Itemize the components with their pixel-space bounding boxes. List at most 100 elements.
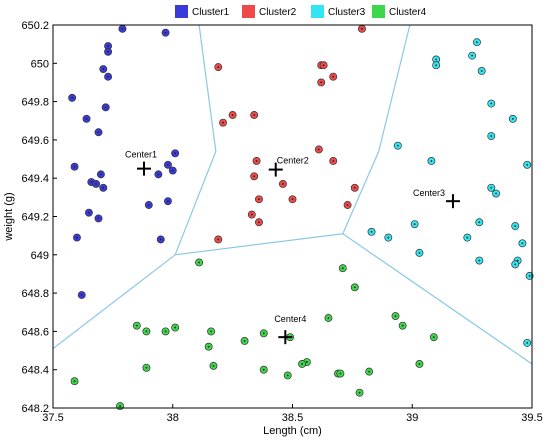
cluster2-point-dot-3 bbox=[322, 64, 325, 67]
cluster3-point-dot-13 bbox=[495, 192, 497, 195]
cluster2-point-dot-13 bbox=[253, 175, 256, 178]
legend-swatch-3 bbox=[311, 5, 324, 18]
y-tick-label-2: 648.4 bbox=[21, 365, 49, 377]
cluster2-point-dot-21 bbox=[217, 238, 220, 241]
cluster1-point-dot-2 bbox=[107, 45, 109, 47]
cluster4-point-dot-1 bbox=[198, 261, 200, 264]
x-tick-label-5: 39.5 bbox=[521, 412, 542, 424]
cluster1-point-dot-22 bbox=[157, 173, 160, 176]
boundary-line-1 bbox=[198, 24, 217, 152]
cluster1-point-dot-20 bbox=[174, 152, 177, 155]
cluster2-point-dot-11 bbox=[255, 160, 258, 162]
cluster1-point-dot-19 bbox=[164, 31, 167, 34]
cluster1-point-dot-8 bbox=[85, 117, 88, 120]
legend-swatch-4 bbox=[372, 5, 385, 18]
cluster1-point-dot-23 bbox=[171, 169, 174, 172]
cluster3-point-dot-11 bbox=[526, 163, 529, 166]
center1-label: Center1 bbox=[125, 150, 157, 160]
cluster4-point-dot-5 bbox=[327, 317, 330, 319]
cluster4-point-dot-22 bbox=[339, 372, 342, 375]
cluster1-point-dot-3 bbox=[107, 50, 109, 53]
center3-label: Center3 bbox=[413, 188, 445, 198]
cluster2-point-dot-15 bbox=[353, 186, 356, 189]
cluster3-point-dot-4 bbox=[471, 54, 474, 57]
cluster3-point-dot-6 bbox=[490, 102, 493, 105]
cluster2-point-dot-1 bbox=[361, 27, 363, 30]
cluster3-point-dot-12 bbox=[490, 186, 493, 189]
cluster3-point-dot-26 bbox=[526, 341, 529, 344]
cluster2-point-dot-5 bbox=[320, 81, 323, 84]
cluster2-point-dot-6 bbox=[217, 66, 220, 69]
legend-label-2: Cluster2 bbox=[259, 7, 297, 18]
cluster2-point-dot-7 bbox=[231, 114, 234, 116]
y-tick-label-11: 650.2 bbox=[21, 20, 49, 32]
cluster1-point-dot-5 bbox=[107, 75, 109, 78]
cluster2-point-dot-17 bbox=[291, 198, 294, 201]
y-axis-title: weight (g) bbox=[3, 192, 15, 241]
cluster2-point-dot-18 bbox=[346, 204, 349, 206]
center2-label: Center2 bbox=[277, 156, 309, 166]
center4-label: Center4 bbox=[274, 314, 306, 324]
cluster4-point-dot-12 bbox=[401, 324, 404, 327]
cluster4-point-dot-11 bbox=[262, 332, 265, 335]
cluster2-point-dot-20 bbox=[258, 221, 260, 224]
y-tick-label-1: 648.2 bbox=[21, 403, 49, 415]
cluster4-point-dot-14 bbox=[432, 336, 435, 339]
cluster3-point-dot-8 bbox=[490, 135, 493, 137]
cluster1-point-dot-17 bbox=[76, 236, 78, 239]
cluster4-point-dot-15 bbox=[243, 340, 246, 342]
x-axis-title: Length (cm) bbox=[263, 425, 322, 437]
cluster2-point-dot-19 bbox=[250, 213, 253, 216]
y-tick-label-7: 649.4 bbox=[21, 173, 49, 185]
cluster1-point-dot-7 bbox=[104, 106, 107, 109]
y-tick-label-8: 649.6 bbox=[21, 135, 49, 147]
boundary-line-5 bbox=[342, 151, 380, 234]
plot-area-frame bbox=[52, 24, 533, 409]
y-axis: 648.2 648.4 648.6 648.8 649 649.2 649.4 649.6 64… bbox=[21, 20, 57, 415]
cluster4-point-dot-9 bbox=[210, 330, 212, 333]
boundary-line-6 bbox=[378, 24, 411, 152]
boundary-line-3 bbox=[52, 254, 176, 350]
cluster3-point-dot-9 bbox=[396, 144, 399, 147]
cluster4-point-dot-4 bbox=[394, 315, 397, 317]
cluster1-point-dot-10 bbox=[73, 165, 76, 168]
cluster3-point-dot-17 bbox=[370, 230, 373, 233]
cluster3-point-dot-23 bbox=[478, 259, 481, 262]
cluster3-point-dot-24 bbox=[514, 263, 517, 266]
cluster1-point-dot-9 bbox=[97, 131, 100, 134]
x-tick-label-3: 38.5 bbox=[282, 412, 303, 424]
y-tick-label-3: 648.6 bbox=[21, 326, 49, 338]
cluster4-point-dot-27 bbox=[73, 380, 76, 383]
cluster4-point-dot-28 bbox=[358, 391, 361, 394]
cluster3-point-dot-15 bbox=[478, 221, 481, 224]
cluster4-point-dot-24 bbox=[286, 374, 289, 377]
cluster1-point-dot-16 bbox=[97, 217, 100, 220]
cluster2-point-dot-14 bbox=[282, 183, 284, 185]
cluster3-point-dot-5 bbox=[480, 70, 483, 72]
cluster3-point-dot-25 bbox=[528, 274, 531, 277]
cluster1-point-dot-6 bbox=[71, 96, 74, 99]
cluster4-point-dot-29 bbox=[119, 405, 121, 407]
cluster3-point-dot-18 bbox=[387, 236, 390, 239]
legend-label-3: Cluster3 bbox=[328, 7, 366, 18]
legend-label-4: Cluster4 bbox=[389, 7, 427, 18]
cluster-boundaries bbox=[52, 24, 533, 365]
cluster4-point-dot-7 bbox=[145, 330, 148, 333]
cluster3-point-dot-16 bbox=[514, 225, 517, 227]
legend-swatch-2 bbox=[242, 5, 255, 18]
cluster4-point-dot-23 bbox=[262, 368, 265, 371]
cluster1-point-dot-4 bbox=[102, 68, 105, 70]
cluster3-point-dot-22 bbox=[418, 251, 421, 254]
cluster3-point-dot-10 bbox=[430, 160, 433, 162]
legend-swatch-1 bbox=[175, 5, 188, 18]
cluster4-point-dot-10 bbox=[164, 330, 167, 333]
cluster3-point-dot-2 bbox=[435, 58, 438, 61]
cluster1-point-dot-1 bbox=[121, 27, 124, 30]
cluster4-point-dot-2 bbox=[341, 267, 344, 270]
x-axis: 37.5 38 38.5 39 39.5 bbox=[42, 404, 543, 424]
cluster1-point-dot-13 bbox=[95, 183, 98, 185]
cluster-centers: Center1 Center2 Center3 Center4 bbox=[125, 150, 460, 345]
cluster4-point-dot-3 bbox=[353, 286, 356, 289]
cluster1-point-dot-21 bbox=[167, 163, 169, 166]
